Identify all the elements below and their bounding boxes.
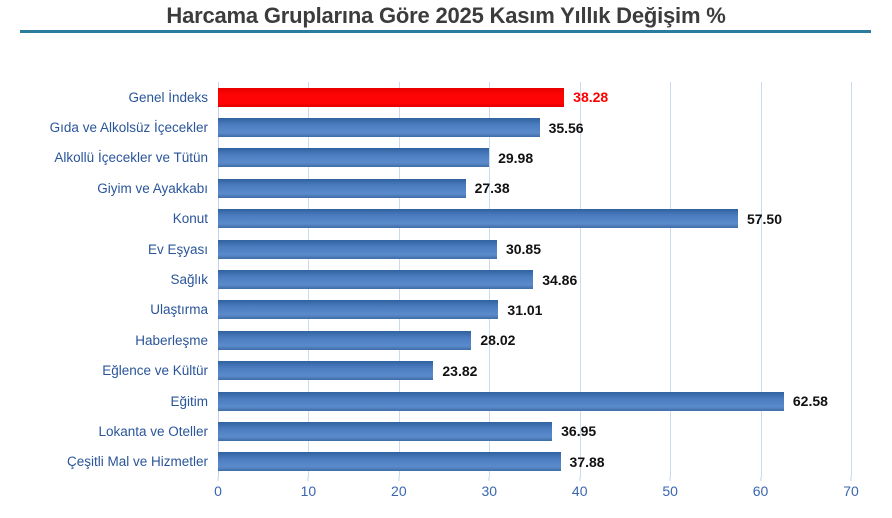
bar-row: Gıda ve Alkolsüz İçecekler 35.56: [0, 112, 892, 142]
category-label: Ev Eşyası: [147, 241, 208, 257]
x-tick-mark: [850, 477, 852, 481]
category-label: Konut: [172, 211, 208, 227]
bar: [218, 239, 497, 259]
bar-track: 37.88: [218, 452, 851, 472]
bar: [218, 391, 784, 411]
bar-track: 57.50: [218, 209, 851, 229]
bar-row: Genel İndeks 38.28: [0, 82, 892, 112]
category-label: Çeşitli Mal ve Hizmetler: [66, 454, 208, 470]
x-tick-mark: [669, 477, 671, 481]
gridline: [760, 82, 762, 477]
bar-row: Ev Eşyası 30.85: [0, 234, 892, 264]
bar: [218, 330, 472, 350]
gridline: [670, 82, 672, 477]
category-label: Lokanta ve Oteller: [98, 423, 208, 439]
bar: [218, 361, 434, 381]
category-label: Ulaştırma: [150, 302, 208, 318]
value-label: 29.98: [498, 149, 534, 166]
category-label: Gıda ve Alkolsüz İçecekler: [49, 120, 208, 136]
x-tick-label: 0: [214, 483, 222, 499]
bar: [218, 148, 490, 168]
category-label: Alkollü İçecekler ve Tütün: [54, 150, 208, 166]
x-tick-label: 60: [752, 483, 769, 499]
x-tick-label: 20: [391, 483, 407, 499]
value-label: 57.50: [746, 210, 782, 227]
value-label: 62.58: [792, 393, 828, 410]
bar-row: Haberleşme 28.02: [0, 325, 892, 355]
gridline: [579, 82, 581, 477]
x-tick-mark: [307, 477, 309, 481]
x-tick-mark: [488, 477, 490, 481]
x-tick-label: 40: [571, 483, 588, 499]
x-tick-label: 50: [662, 483, 678, 499]
bar: [218, 178, 466, 198]
chart-title: Harcama Gruplarına Göre 2025 Kasım Yıllı…: [166, 3, 726, 28]
bar: [218, 270, 534, 290]
bar-row: Lokanta ve Oteller 36.95: [0, 416, 892, 446]
bar-row: Eğlence ve Kültür 23.82: [0, 356, 892, 386]
bar-track: 31.01: [218, 300, 851, 320]
bar-row: Giyim ve Ayakkabı 27.38: [0, 173, 892, 203]
bar-row: Sağlık 34.86: [0, 264, 892, 294]
bar-rows: Genel İndeks 38.28 Gıda ve Alkolsüz İçecek…: [0, 82, 892, 477]
gridline: [851, 82, 852, 477]
value-label: 28.02: [480, 332, 516, 349]
bar-track: 29.98: [218, 148, 851, 168]
bar-track: 27.38: [218, 178, 851, 198]
bar: [218, 300, 499, 320]
x-tick-label: 70: [843, 483, 859, 499]
value-label: 36.95: [561, 423, 597, 440]
category-label: Genel İndeks: [128, 89, 208, 105]
bar: [218, 209, 738, 229]
bar: [218, 118, 540, 138]
category-label: Sağlık: [170, 272, 208, 288]
bar-row: Çeşitli Mal ve Hizmetler 37.88: [0, 447, 892, 477]
x-axis: 0 10 20 30 40 50 60 70: [214, 477, 859, 503]
value-label: 30.85: [505, 241, 542, 258]
x-tick-mark: [398, 477, 400, 481]
value-label: 35.56: [548, 119, 584, 136]
bar-track: 38.28: [218, 87, 851, 107]
bar-track: 30.85: [218, 239, 851, 259]
bar-highlighted: [218, 87, 565, 107]
x-tick-label: 30: [481, 483, 498, 499]
category-label: Eğlence ve Kültür: [102, 363, 208, 379]
bar-track: 34.86: [218, 270, 851, 290]
bar-track: 23.82: [218, 361, 851, 381]
category-label: Eğitim: [170, 393, 208, 409]
bar-track: 28.02: [218, 330, 851, 350]
value-label: 38.28: [573, 89, 609, 106]
category-label: Giyim ve Ayakkabı: [97, 180, 208, 196]
bar-row: Ulaştırma 31.01: [0, 295, 892, 325]
title-underline: [20, 30, 871, 33]
value-label: 37.88: [569, 453, 605, 470]
value-label: 23.82: [442, 362, 478, 379]
bar: [218, 421, 553, 441]
bar-row: Konut 57.50: [0, 204, 892, 234]
bar-row: Eğitim 62.58: [0, 386, 892, 416]
category-label: Haberleşme: [135, 332, 208, 348]
value-label: 27.38: [474, 180, 510, 197]
x-tick-mark: [760, 477, 762, 481]
bar-track: 62.58: [218, 391, 851, 411]
value-label: 34.86: [542, 271, 578, 288]
x-tick-mark: [579, 477, 581, 481]
bar-row: Alkollü İçecekler ve Tütün 29.98: [0, 143, 892, 173]
x-tick-mark: [217, 477, 219, 481]
x-tick-label: 10: [300, 483, 317, 499]
bar: [218, 452, 561, 472]
bar-track: 35.56: [218, 118, 851, 138]
value-label: 31.01: [507, 301, 543, 318]
bar-track: 36.95: [218, 421, 851, 441]
